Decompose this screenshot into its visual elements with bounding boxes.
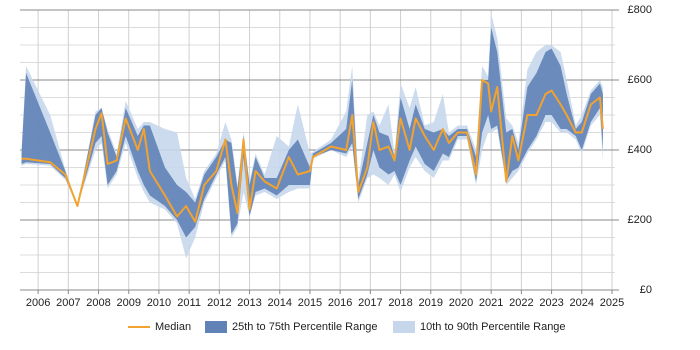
x-tick-label: 2020 <box>449 297 473 309</box>
x-tick-label: 2024 <box>570 297 594 309</box>
x-tick-label: 2022 <box>509 297 533 309</box>
x-tick-label: 2017 <box>358 297 382 309</box>
x-tick-label: 2016 <box>328 297 352 309</box>
x-tick-label: 2019 <box>419 297 443 309</box>
legend-label: 25th to 75th Percentile Range <box>232 321 378 333</box>
y-tick-label: £0 <box>640 284 652 296</box>
y-tick-label: £400 <box>628 144 652 156</box>
x-tick-label: 2015 <box>298 297 322 309</box>
x-tick-label: 2011 <box>177 297 201 309</box>
legend-label: 10th to 90th Percentile Range <box>420 321 566 333</box>
x-tick-label: 2013 <box>237 297 261 309</box>
legend-swatch <box>205 321 227 333</box>
x-tick-label: 2010 <box>147 297 171 309</box>
x-tick-label: 2012 <box>207 297 231 309</box>
x-tick-label: 2023 <box>539 297 563 309</box>
x-tick-label: 2006 <box>26 297 50 309</box>
legend-swatch <box>393 321 415 333</box>
y-tick-label: £200 <box>628 214 652 226</box>
median-line <box>21 79 604 223</box>
legend-label: Median <box>155 321 191 333</box>
x-tick-label: 2007 <box>56 297 80 309</box>
x-tick-label: 2009 <box>116 297 140 309</box>
x-tick-label: 2014 <box>268 297 292 309</box>
percentile-band <box>21 27 603 238</box>
x-tick-label: 2025 <box>600 297 624 309</box>
x-tick-label: 2008 <box>86 297 110 309</box>
x-tick-label: 2021 <box>479 297 503 309</box>
x-tick-label: 2018 <box>388 297 412 309</box>
y-tick-label: £800 <box>628 4 652 16</box>
y-tick-label: £600 <box>628 74 652 86</box>
